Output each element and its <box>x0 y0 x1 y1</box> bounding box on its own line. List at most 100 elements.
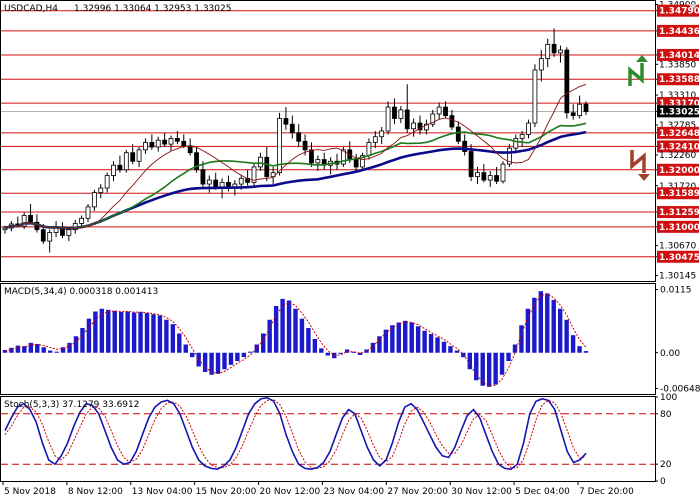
signal-icons <box>628 55 650 181</box>
price-tick-label: 1.33170 <box>659 99 700 109</box>
macd-bar <box>428 334 434 353</box>
candle <box>21 215 27 227</box>
macd-bar <box>138 312 143 353</box>
candle <box>500 163 506 182</box>
macd-bar <box>364 349 369 353</box>
stoch-levels <box>1 413 655 465</box>
macd-bar <box>125 311 130 353</box>
macd-bar <box>545 293 550 353</box>
price-tick-label: 1.33310 <box>659 91 696 101</box>
stoch-tick-label: 20 <box>660 460 672 470</box>
candle <box>443 106 448 117</box>
candle <box>257 156 263 168</box>
stoch-tick-label: 0 <box>660 477 666 487</box>
macd-bar <box>80 328 85 353</box>
moving-average-line <box>4 83 587 229</box>
candle <box>436 106 442 115</box>
candle <box>577 103 583 117</box>
candle <box>519 134 525 139</box>
macd-bar <box>299 318 305 353</box>
level-price-box <box>657 73 699 86</box>
trend-up-icon <box>628 55 648 86</box>
moving-average-line <box>4 122 587 230</box>
candle <box>545 43 551 59</box>
candle <box>181 140 187 147</box>
level-price-box <box>657 187 699 200</box>
candle <box>251 166 257 183</box>
macd-panel-frame <box>0 283 656 395</box>
macd-bar <box>441 341 447 353</box>
candle <box>468 151 474 178</box>
corner-arrow-icon <box>688 4 698 9</box>
candle <box>91 192 97 208</box>
macd-bar <box>157 315 163 353</box>
candle <box>270 172 276 178</box>
macd-bar <box>54 351 59 353</box>
macd-bar <box>106 309 111 353</box>
macd-bar <box>377 336 382 353</box>
candle <box>455 126 461 142</box>
candle <box>85 206 91 219</box>
candle <box>136 149 142 162</box>
macd-bar <box>493 352 498 385</box>
macd-bar <box>15 345 21 353</box>
candle <box>385 106 391 132</box>
candle <box>162 139 168 145</box>
macd-bar <box>557 308 563 353</box>
candle <box>296 132 302 142</box>
time-tick-label: 20 Nov 12:00 <box>260 487 321 497</box>
candle <box>238 177 244 185</box>
macd-bar <box>370 342 376 353</box>
price-tick-label: 1.32260 <box>659 151 696 161</box>
macd-bar <box>144 313 150 353</box>
level-price-box <box>657 163 699 176</box>
stoch-title: Stoch(5,3,3) 37.1279 33.6912 <box>4 400 139 410</box>
level-price-box <box>657 220 699 233</box>
candle <box>40 229 46 242</box>
macd-bar <box>551 299 556 353</box>
price-axis: 1.349001.347901.344361.340141.338501.335… <box>655 0 700 282</box>
time-tick-label: 5 Dec 04:00 <box>515 487 570 497</box>
candle <box>449 115 455 128</box>
macd-panel: 0.0115 0.00 -0.006489 MACD(5,34,4) 0.00031… <box>0 283 700 395</box>
time-tick-label: 7 Dec 20:00 <box>579 487 634 497</box>
macd-bar <box>306 328 311 353</box>
macd-bar <box>422 330 427 353</box>
candles <box>2 28 589 253</box>
macd-bar <box>280 298 285 353</box>
level-price-box <box>657 4 699 17</box>
candle <box>194 152 199 171</box>
time-tick-label: 15 Nov 20:00 <box>196 487 257 497</box>
macd-bar <box>112 310 117 353</box>
candle <box>379 130 385 138</box>
candle <box>475 172 480 178</box>
macd-bar <box>525 308 531 353</box>
macd-bar <box>506 352 511 361</box>
macd-bar <box>228 352 234 365</box>
candle <box>143 142 148 151</box>
macd-bar <box>577 346 582 353</box>
price-tick-label: 1.33025 <box>659 107 700 117</box>
macd-bar <box>512 344 518 353</box>
moving-average-lines <box>4 83 587 230</box>
candle <box>526 122 531 135</box>
macd-bar <box>35 343 40 353</box>
time-tick-label: 27 Nov 20:00 <box>387 487 448 497</box>
macd-bar <box>131 312 137 353</box>
price-tick-label: 1.34436 <box>659 27 700 37</box>
macd-bar <box>215 352 221 374</box>
macd-bar <box>325 352 330 356</box>
macd-bar <box>474 352 479 381</box>
price-tick-label: 1.32410 <box>659 142 700 152</box>
stoch-panel-frame <box>0 396 656 482</box>
macd-bar <box>273 306 279 353</box>
macd-bar <box>202 352 208 372</box>
price-tick-label: 1.30475 <box>659 253 700 263</box>
candle <box>398 109 404 119</box>
price-tick-label: 1.34790 <box>659 7 700 17</box>
time-axis: 5 Nov 2018 8 Nov 12:00 13 Nov 04:00 15 Nov … <box>2 481 634 497</box>
trend-down-icon-head <box>638 174 650 181</box>
macd-title: MACD(5,34,4) 0.000318 0.001413 <box>4 287 158 297</box>
candle <box>123 152 129 171</box>
